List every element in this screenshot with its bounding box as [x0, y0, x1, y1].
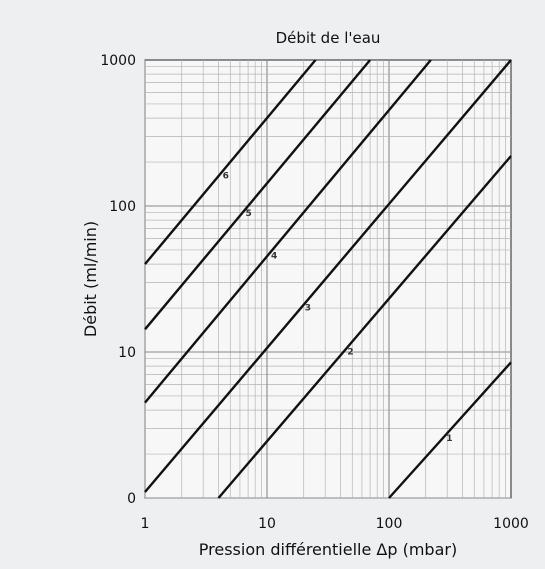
series-line-3: [144, 59, 512, 493]
grid: [144, 60, 511, 499]
series-line-1: [388, 361, 512, 499]
series-label-1: 1: [446, 434, 452, 444]
series-label-4: 4: [271, 252, 277, 262]
series-line-2: [217, 155, 512, 499]
y-tick-label: 1000: [100, 53, 136, 69]
x-tick-label: 1000: [493, 516, 529, 532]
series-line-4: [144, 59, 432, 404]
y-tick-label: 0: [127, 491, 136, 507]
y-axis-label: Débit (ml/min): [81, 221, 100, 337]
series-line-5: [144, 59, 372, 331]
series-label-6: 6: [223, 171, 229, 181]
y-tick-labels: 0 10 100 1000: [100, 53, 136, 507]
x-tick-label: 100: [376, 516, 403, 532]
series-line-6: [144, 59, 317, 265]
chart-title: Débit de l'eau: [276, 29, 381, 47]
series-label-2: 2: [347, 347, 353, 357]
x-axis-label: Pression différentielle Δp (mbar): [199, 540, 457, 559]
series-labels: 6 5 4 3 2 1: [223, 171, 453, 444]
y-tick-label: 100: [109, 199, 136, 215]
x-tick-label: 10: [258, 516, 276, 532]
series-group: [144, 59, 512, 499]
x-tick-labels: 1 10 100 1000: [141, 516, 529, 532]
y-tick-label: 10: [118, 345, 136, 361]
series-label-5: 5: [246, 209, 252, 219]
x-tick-label: 1: [141, 516, 150, 532]
series-label-3: 3: [305, 304, 311, 314]
